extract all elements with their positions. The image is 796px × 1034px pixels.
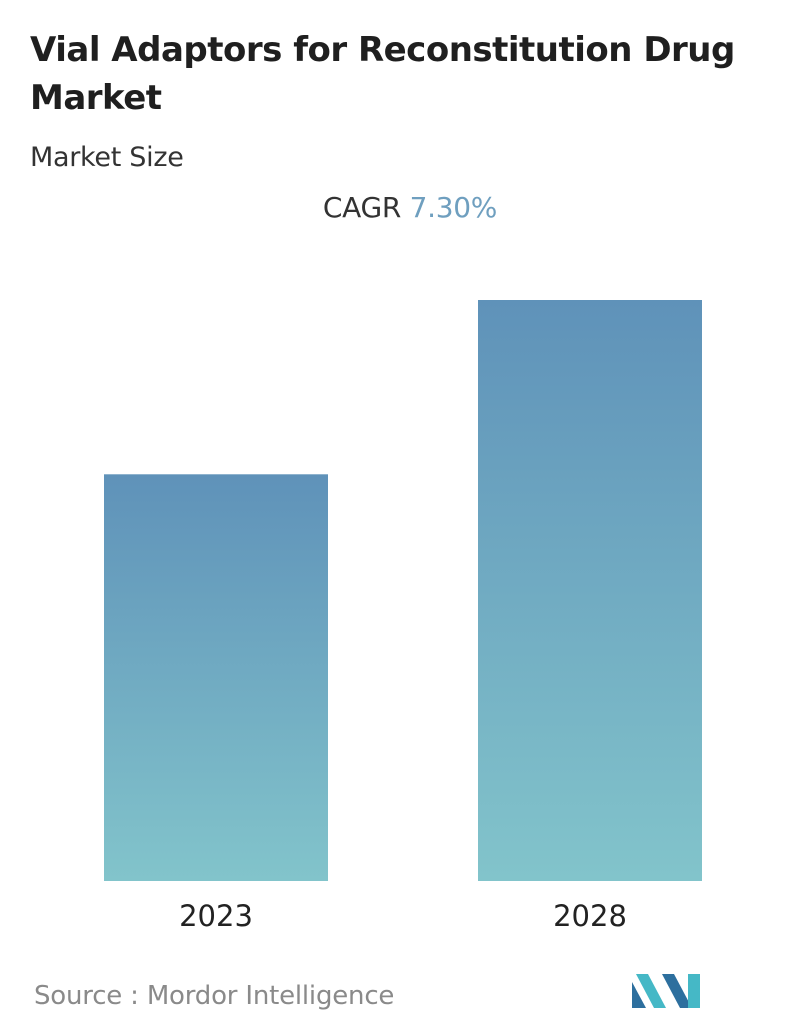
bar-2023 xyxy=(104,474,328,881)
source-label: Source : xyxy=(34,981,139,1011)
bar-2028 xyxy=(478,300,702,881)
source-name: Mordor Intelligence xyxy=(146,981,395,1011)
source-citation: Source : Mordor Intelligence xyxy=(34,978,394,1014)
cagr-label: CAGR xyxy=(322,191,402,224)
x-tick-label-2028: 2028 xyxy=(553,899,627,933)
x-tick-label-2023: 2023 xyxy=(179,899,253,933)
cagr-value: 7.30% xyxy=(409,191,498,224)
x-axis-labels: 2023 2028 xyxy=(179,899,627,933)
bars-layer xyxy=(104,300,702,881)
bar-chart: 2023 2028 xyxy=(104,300,702,933)
page-title: Vial Adaptors for Reconstitution Drug Ma… xyxy=(30,30,735,118)
mordor-intelligence-logo-icon xyxy=(632,974,700,1008)
page-subtitle: Market Size xyxy=(30,142,184,173)
cagr-indicator: CAGR 7.30% xyxy=(0,188,796,228)
